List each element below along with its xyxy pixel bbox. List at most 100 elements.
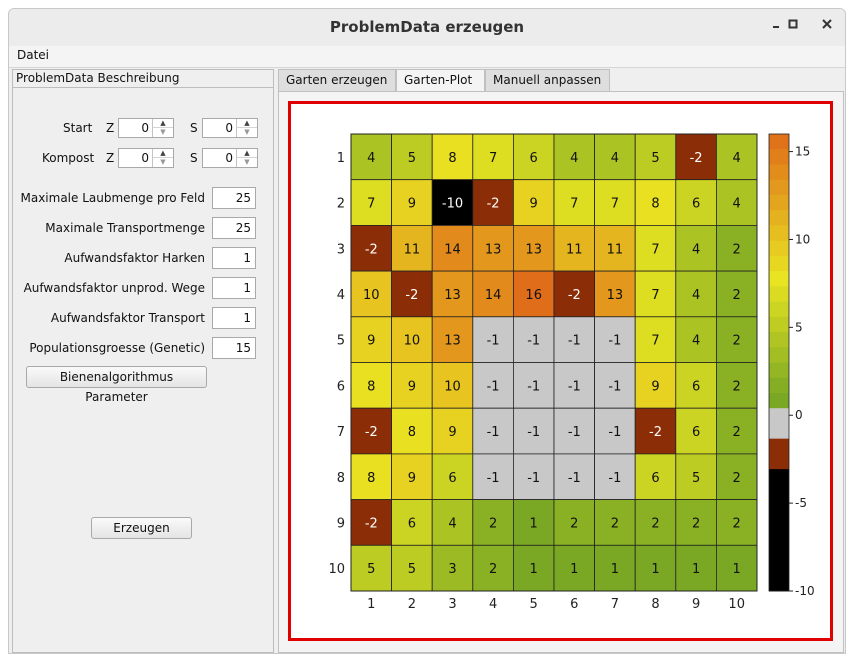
- heatmap-chart: 4 5 8 7 6 4 4 5 -2 47 9 -10 -2 9 7 7 8 6 4-2 11 14 13 13 11 11 7 4…: [328, 133, 815, 612]
- spin-down-icon[interactable]: ▼: [152, 157, 173, 167]
- cell-value-label: 5: [367, 562, 375, 577]
- colorbar-segment: [769, 423, 789, 440]
- cell-value-label: -2: [568, 288, 581, 303]
- param-label: Maximale Laubmenge pro Feld: [20, 191, 206, 205]
- minimize-icon[interactable]: [766, 17, 786, 37]
- window-title: ProblemData erzeugen: [329, 18, 525, 36]
- start-s-spinbox[interactable]: 0 ▲ ▼: [202, 118, 258, 138]
- cell-value-label: -2: [365, 425, 378, 440]
- colorbar-segment: [769, 438, 789, 455]
- cell-value-label: 2: [570, 516, 578, 531]
- menu-file[interactable]: Datei: [17, 48, 50, 62]
- cell-value-label: 7: [570, 197, 578, 212]
- cell-value-label: 9: [367, 334, 375, 349]
- colorbar-tick-label: 15: [795, 145, 810, 159]
- colorbar-segment: [769, 149, 789, 165]
- spin-up-icon[interactable]: ▲: [152, 149, 173, 158]
- colorbar-segment: [769, 316, 789, 333]
- laubmenge-field[interactable]: 25: [212, 187, 256, 209]
- cell-value-label: 4: [733, 151, 741, 166]
- cell-value-label: 6: [448, 471, 456, 486]
- cell-value-label: 3: [448, 562, 456, 577]
- kompost-z-label: Z: [106, 151, 115, 165]
- heatmap-cell: [675, 270, 717, 318]
- spin-down-icon[interactable]: ▼: [236, 157, 257, 167]
- heatmap-cell: [431, 544, 474, 592]
- param-label: Aufwandsfaktor unprod. Wege: [23, 281, 205, 295]
- start-s-label: S: [190, 121, 198, 135]
- unprod-wege-field[interactable]: 1: [212, 277, 256, 299]
- maximize-icon[interactable]: [783, 17, 803, 37]
- population-field[interactable]: 15: [212, 337, 256, 359]
- transportmenge-field[interactable]: 25: [212, 217, 256, 239]
- cell-value-label: 4: [448, 516, 456, 531]
- kompost-z-spinbox[interactable]: 0 ▲ ▼: [118, 148, 174, 168]
- heatmap-cell: [594, 453, 636, 500]
- close-icon[interactable]: [817, 17, 837, 37]
- transport-field[interactable]: 1: [212, 307, 256, 329]
- colorbar-segment: [769, 286, 789, 303]
- spin-up-icon[interactable]: ▲: [236, 149, 257, 158]
- cell-value-label: 7: [651, 334, 659, 349]
- cell-value-label: 2: [733, 334, 741, 349]
- cell-value-label: 2: [733, 516, 741, 531]
- cell-value-label: 9: [651, 379, 659, 394]
- kompost-s-label: S: [190, 151, 198, 165]
- y-tick-label: 4: [337, 288, 345, 303]
- heatmap-cell: [431, 316, 474, 363]
- cell-value-label: 13: [525, 242, 542, 257]
- x-tick-label: 9: [692, 597, 700, 612]
- spin-up-icon[interactable]: ▲: [152, 119, 173, 128]
- cell-value-label: 8: [367, 379, 375, 394]
- colorbar-segment: [769, 255, 789, 272]
- colorbar-segment: [769, 240, 789, 257]
- heatmap-cell: [431, 133, 474, 181]
- colorbar-segment: [769, 514, 789, 531]
- y-tick-label: 2: [337, 197, 345, 212]
- harken-field[interactable]: 1: [212, 247, 256, 269]
- heatmap-cell: [594, 179, 636, 226]
- colorbar-segment: [769, 453, 789, 470]
- tab-garten-erzeugen[interactable]: Garten erzeugen: [278, 69, 396, 92]
- heatmap-cell: [431, 453, 474, 500]
- kompost-s-spinbox[interactable]: 0 ▲ ▼: [202, 148, 258, 168]
- cell-value-label: 9: [530, 197, 538, 212]
- param-label: Aufwandsfaktor Transport: [50, 311, 205, 325]
- heatmap-cell: [350, 225, 392, 272]
- menu-bar: Datei: [9, 46, 845, 68]
- tab-manuell-anpassen[interactable]: Manuell anpassen: [485, 69, 610, 92]
- start-z-spinbox[interactable]: 0 ▲ ▼: [118, 118, 174, 138]
- cell-value-label: 13: [444, 288, 461, 303]
- colorbar-segment: [769, 179, 789, 196]
- heatmap-cell: [634, 179, 677, 226]
- heatmap-cell: [512, 499, 555, 546]
- spin-down-icon[interactable]: ▼: [236, 127, 257, 137]
- cell-value-label: 1: [651, 562, 659, 577]
- colorbar-tick-label: 0: [795, 408, 803, 422]
- bee-algorithm-button[interactable]: Bienenalgorithmus Parameter: [26, 366, 207, 404]
- heatmap-cell: [715, 225, 758, 272]
- generate-button[interactable]: Erzeugen: [91, 517, 192, 539]
- colorbar-segment: [769, 271, 789, 287]
- heatmap-cell: [391, 407, 433, 455]
- colorbar-segment: [769, 545, 789, 562]
- heatmap-cell: [512, 225, 555, 272]
- heatmap-cell: [634, 316, 677, 363]
- cell-value-label: 6: [651, 471, 659, 486]
- x-tick-label: 1: [367, 597, 375, 612]
- cell-value-label: 8: [651, 197, 659, 212]
- tab-garten-plot[interactable]: Garten-Plot: [396, 69, 485, 92]
- cell-value-label: 14: [485, 288, 502, 303]
- x-tick-label: 10: [728, 597, 745, 612]
- cell-value-label: 2: [733, 425, 741, 440]
- param-label: Populationsgroesse (Genetic): [29, 341, 205, 355]
- spin-down-icon[interactable]: ▼: [152, 127, 173, 137]
- heatmap-cell: [634, 407, 677, 455]
- x-tick-label: 3: [448, 597, 456, 612]
- cell-value-label: 1: [530, 562, 538, 577]
- spin-up-icon[interactable]: ▲: [236, 119, 257, 128]
- colorbar-segment: [769, 469, 789, 485]
- cell-value-label: 2: [692, 516, 700, 531]
- kompost-label: Kompost: [42, 151, 95, 165]
- colorbar-segment: [769, 392, 789, 409]
